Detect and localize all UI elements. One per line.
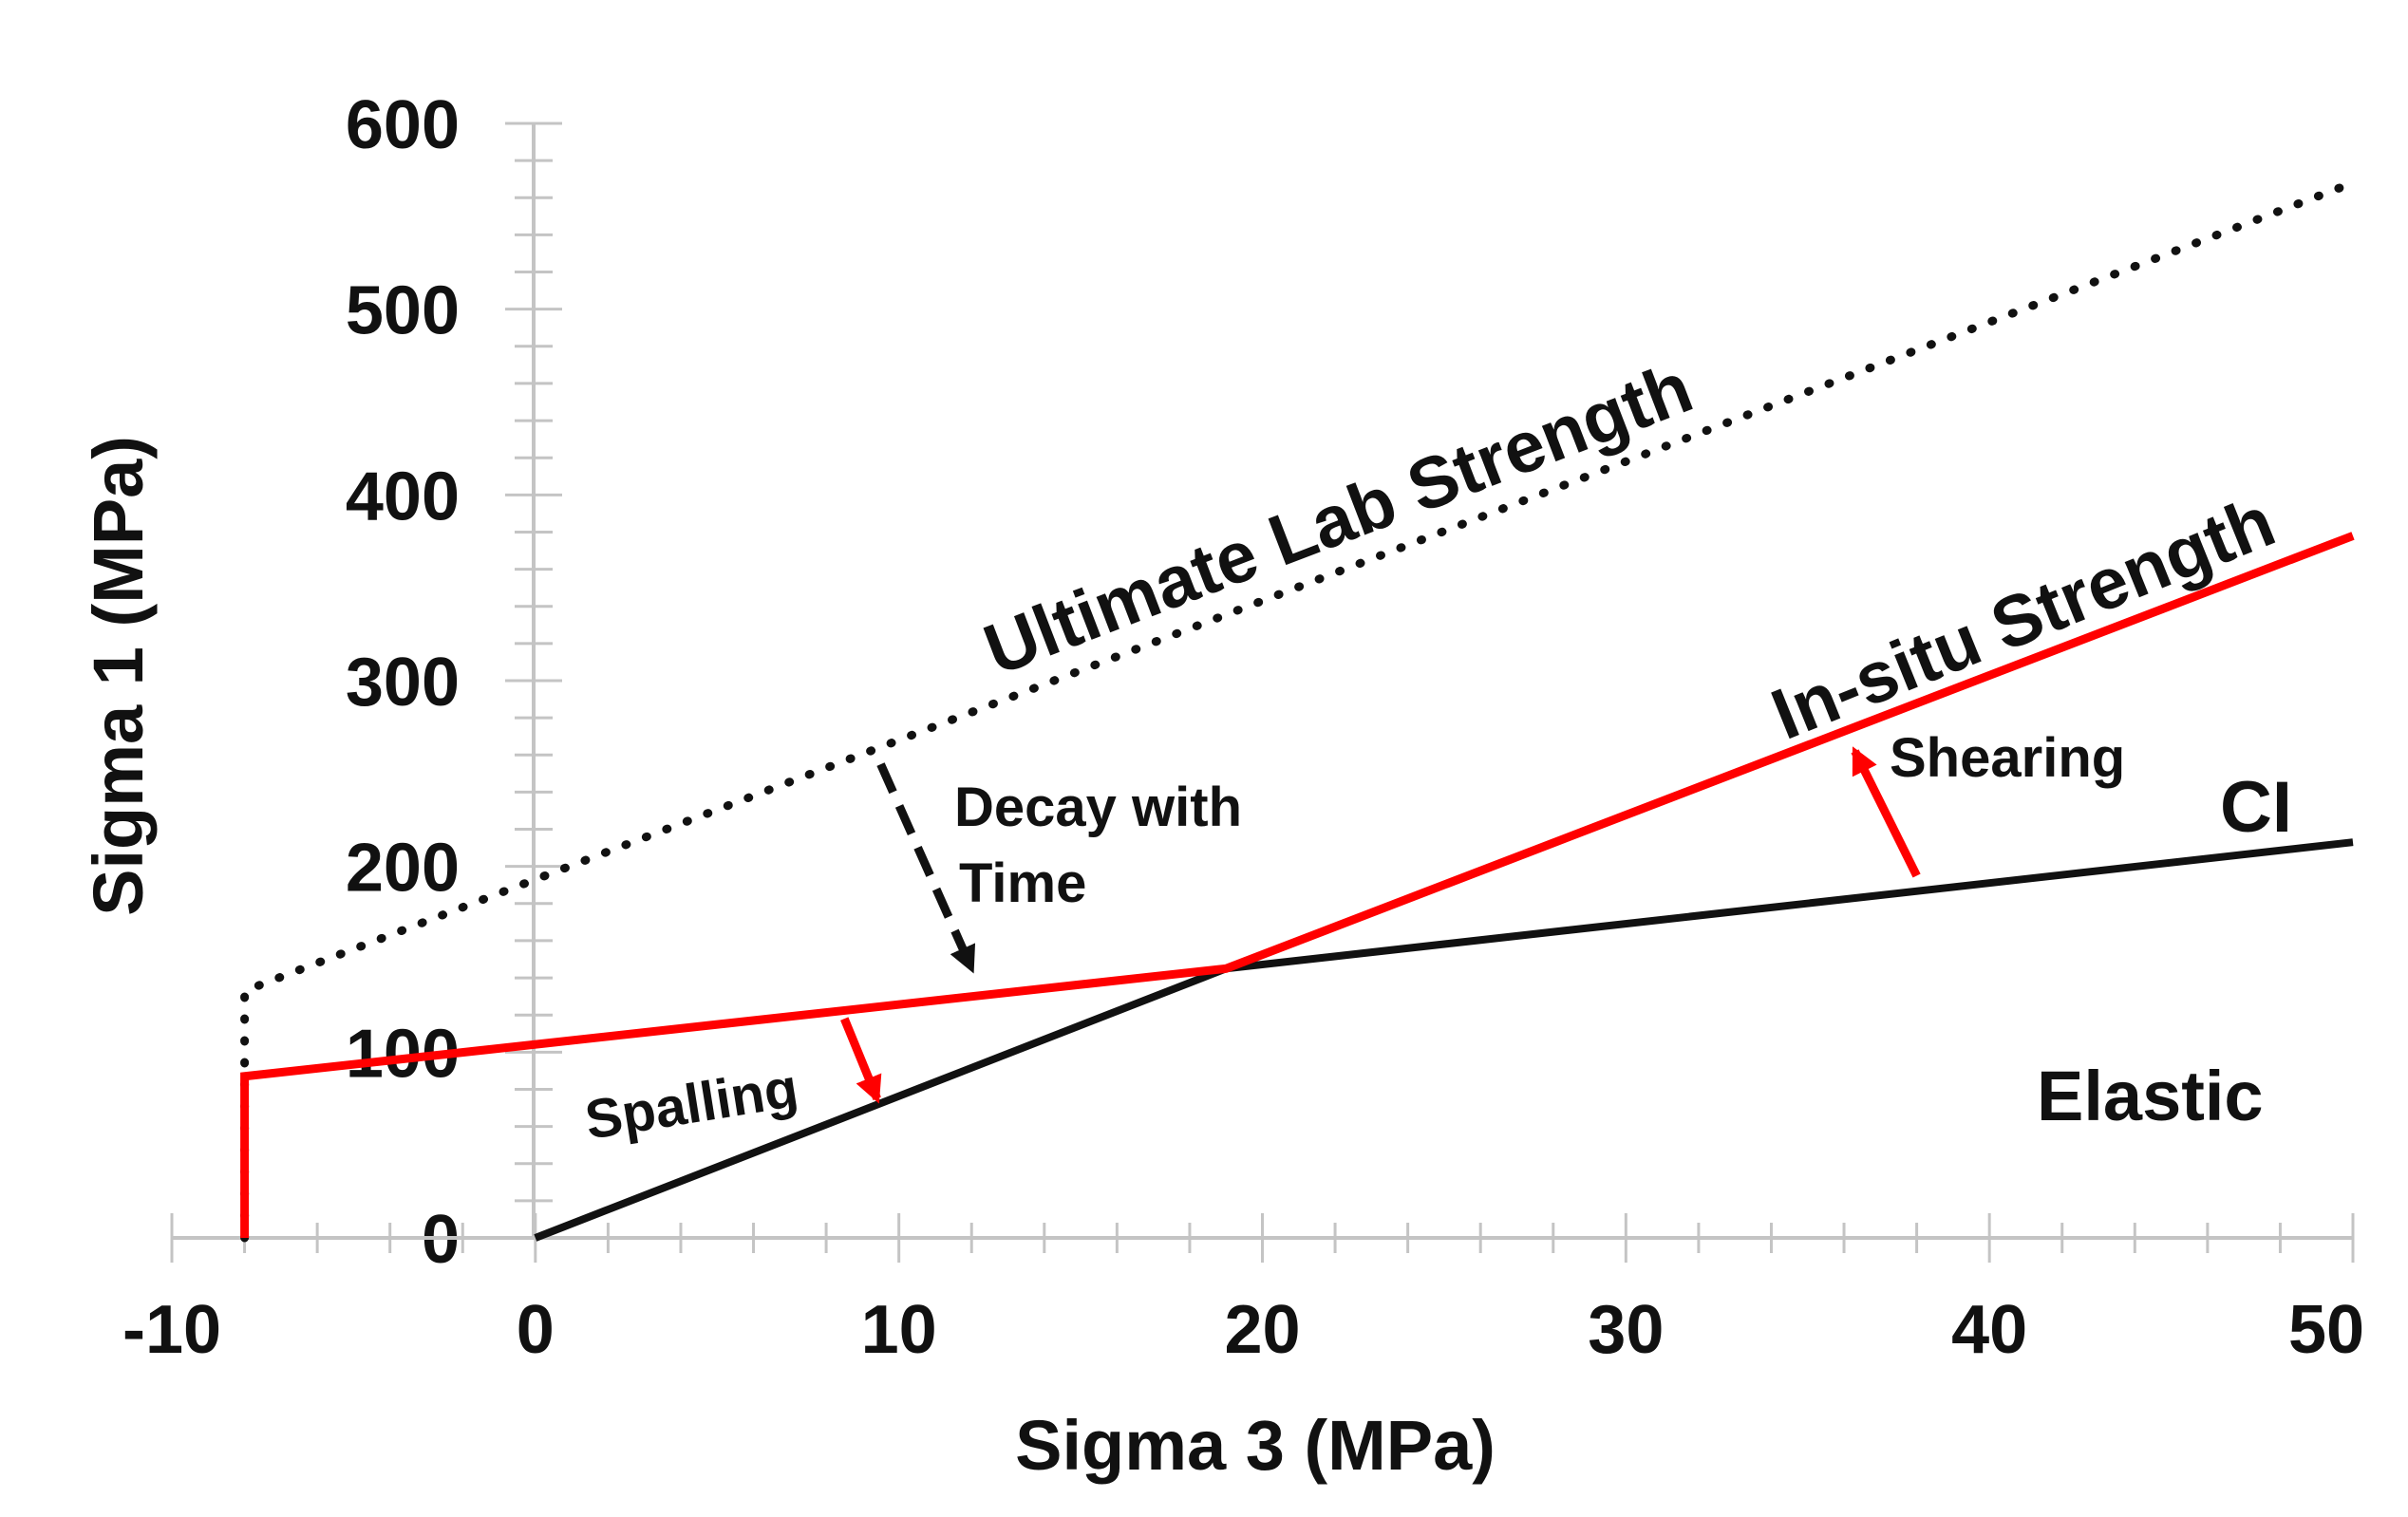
y-tick-label: 200: [346, 831, 460, 907]
elastic-label: Elastic: [2037, 1057, 2264, 1135]
shearing-label: Shearing: [1890, 727, 2125, 789]
x-tick-label: -10: [122, 1292, 221, 1368]
x-tick-label: 40: [1951, 1292, 2027, 1368]
x-tick-label: 10: [861, 1292, 937, 1368]
in-situ-strength-label: In-situ Strength: [1761, 481, 2286, 756]
ci-label: CI: [2220, 767, 2292, 848]
x-tick-label: 30: [1588, 1292, 1664, 1368]
ultimate-lab-strength-label: Ultimate Lab Strength: [974, 347, 1703, 691]
x-tick-label: 20: [1224, 1292, 1300, 1368]
x-axis-title: Sigma 3 (MPa): [1015, 1406, 1496, 1485]
ultimate-lab-strength-line: [240, 178, 2358, 1243]
spalling-label: Spalling: [581, 1057, 802, 1151]
decay-label-line2: Time: [959, 852, 1086, 914]
spalling-arrow: [840, 1017, 882, 1104]
ci-line: [534, 838, 2354, 1242]
decay-label-line1: Decay with: [954, 777, 1242, 838]
decay-arrow: [876, 762, 976, 974]
x-axis: -10 0 10 20 30 40 50: [122, 1213, 2364, 1368]
y-tick-label: 600: [346, 87, 460, 163]
shearing-arrow: [1851, 746, 1921, 878]
in-situ-strength-line: [240, 532, 2355, 1238]
y-tick-label: 400: [346, 459, 460, 534]
y-tick-label: 300: [346, 645, 460, 721]
y-axis-title: Sigma 1 (MPa): [79, 436, 158, 916]
y-tick-label: 500: [346, 273, 460, 349]
x-tick-label: 50: [2288, 1292, 2364, 1368]
x-tick-label: 0: [517, 1292, 555, 1368]
